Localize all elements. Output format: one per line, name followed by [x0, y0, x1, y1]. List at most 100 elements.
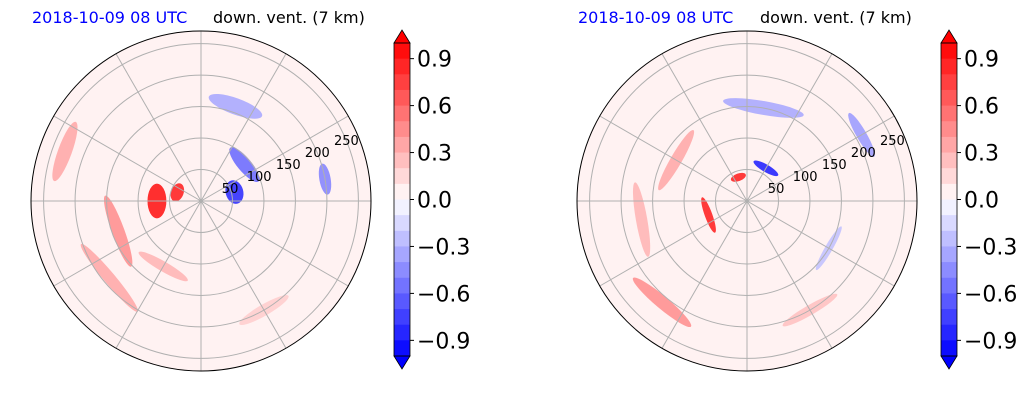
- colorbar-level: [941, 43, 957, 60]
- panel-1-time-label: 2018-10-09 08 UTC: [32, 8, 188, 27]
- range-ring-label: 50: [222, 182, 239, 197]
- spoke-line: [661, 200, 748, 349]
- colorbar-level: [941, 183, 957, 200]
- spoke-line: [53, 115, 202, 202]
- colorbar-level: [941, 340, 957, 357]
- colorbar-tick-label: 0.9: [417, 48, 452, 73]
- colorbar-level: [941, 309, 957, 326]
- colorbar-tick-label: −0.3: [964, 235, 1017, 260]
- colorbar-level: [394, 246, 410, 263]
- colorbar-level: [394, 43, 410, 60]
- colorbar-tick-label: −0.6: [964, 282, 1017, 307]
- colorbar-tick-label: −0.9: [964, 329, 1017, 354]
- colorbar-level: [394, 168, 410, 185]
- spoke-line: [746, 200, 895, 287]
- colorbar-tick-label: −0.6: [417, 282, 470, 307]
- colorbar-level: [941, 215, 957, 232]
- range-ring-label: 250: [880, 134, 905, 149]
- colorbar-level: [941, 121, 957, 138]
- range-ring-label: 200: [851, 146, 876, 161]
- colorbar-level: [941, 89, 957, 107]
- field-patch: [229, 147, 260, 183]
- colorbar-extend-max: [940, 29, 958, 44]
- colorbar-level: [394, 230, 410, 247]
- colorbar-level: [394, 277, 410, 294]
- colorbar-level: [394, 199, 410, 216]
- colorbar-level: [941, 293, 957, 310]
- colorbar-level: [394, 152, 410, 169]
- colorbar-tick-label: 0.9: [964, 48, 999, 73]
- colorbar-level: [394, 293, 410, 310]
- colorbar-level: [394, 183, 410, 200]
- spoke-line: [746, 115, 895, 202]
- panel-2-time-label: 2018-10-09 08 UTC: [578, 8, 734, 27]
- colorbar-1: 0.9 0.6 0.3 0.0 −0.3 −0.6 −0.9: [393, 29, 470, 370]
- colorbar-extend-min: [940, 355, 958, 370]
- colorbar-extend-min: [393, 355, 411, 370]
- field-patch: [103, 195, 133, 267]
- colorbar-level: [394, 121, 410, 138]
- spoke-line: [746, 53, 833, 202]
- polar-panel-1: 50 100 150 200 250: [30, 30, 372, 372]
- range-ring-label: 100: [793, 170, 818, 185]
- colorbar-tick-label: −0.9: [417, 329, 470, 354]
- panel-2-title: down. vent. (7 km): [760, 8, 912, 27]
- colorbar-level: [394, 136, 410, 154]
- panel-1-title: down. vent. (7 km): [213, 8, 365, 27]
- colorbar-level: [941, 230, 957, 247]
- spoke-line: [200, 200, 287, 349]
- colorbar-level: [941, 136, 957, 154]
- colorbar-level: [941, 168, 957, 185]
- colorbar-level: [394, 105, 410, 122]
- field-patch: [225, 180, 244, 204]
- spoke-line: [200, 115, 349, 202]
- spoke-line: [599, 115, 748, 202]
- colorbar-level: [394, 324, 410, 341]
- field-patch: [208, 93, 263, 119]
- colorbar-level: [941, 199, 957, 216]
- range-ring-label: 100: [247, 170, 272, 185]
- field-layer: [52, 93, 332, 326]
- colorbar-level: [941, 152, 957, 169]
- polar-frame: [30, 30, 372, 372]
- colorbar-level: [394, 215, 410, 232]
- colorbar-level: [941, 105, 957, 122]
- spoke-line: [200, 53, 287, 202]
- spoke-line: [53, 200, 202, 287]
- colorbar-tick-label: 0.3: [964, 142, 999, 167]
- spoke-line: [115, 200, 202, 349]
- field-patch: [701, 197, 716, 233]
- colorbar-tick-label: −0.3: [417, 235, 470, 260]
- range-ring-label: 50: [768, 182, 785, 197]
- colorbar-level: [394, 58, 410, 75]
- field-patch: [170, 183, 185, 202]
- colorbar-tick-label: 0.6: [964, 95, 999, 120]
- polar-frame: [576, 30, 918, 372]
- colorbar-level: [394, 89, 410, 107]
- colorbar-level: [941, 58, 957, 75]
- colorbar-level: [394, 340, 410, 357]
- field-patch: [80, 243, 139, 312]
- range-ring-label: 200: [305, 146, 330, 161]
- range-ring-label: 150: [276, 158, 301, 173]
- colorbar-tick-label: 0.6: [417, 95, 452, 120]
- field-patch: [632, 277, 692, 328]
- spoke-line: [115, 53, 202, 202]
- colorbar-level: [394, 309, 410, 326]
- colorbar-extend-max: [393, 29, 411, 44]
- colorbar-level: [394, 262, 410, 279]
- colorbar-tick-label: 0.0: [417, 189, 452, 214]
- colorbar-2: 0.9 0.6 0.3 0.0 −0.3 −0.6 −0.9: [940, 29, 1017, 370]
- polar-panel-2: 50 100 150 200 250: [576, 30, 918, 372]
- colorbar-level: [941, 74, 957, 91]
- spoke-line: [200, 200, 349, 287]
- colorbar-level: [394, 74, 410, 91]
- range-ring-label: 150: [822, 158, 847, 173]
- colorbar-tick-label: 0.0: [964, 189, 999, 214]
- colorbar-tick-label: 0.3: [417, 142, 452, 167]
- spoke-line: [661, 53, 748, 202]
- range-ring-label: 250: [334, 134, 359, 149]
- field-patch: [52, 121, 78, 182]
